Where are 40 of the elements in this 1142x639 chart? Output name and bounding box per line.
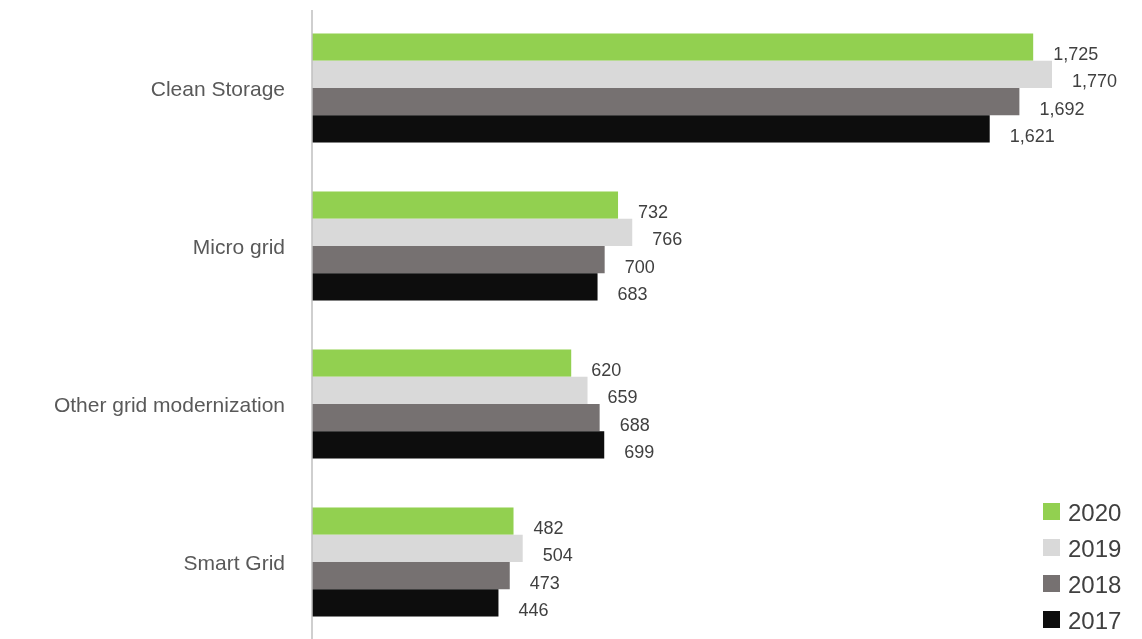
legend-label: 2017	[1068, 607, 1122, 634]
y-tick-label: Micro grid	[192, 235, 285, 258]
bar	[312, 115, 990, 143]
bar	[312, 404, 600, 432]
data-label: 659	[607, 387, 638, 408]
y-tick-label: Other grid modernization	[53, 393, 285, 416]
data-label: 473	[529, 572, 560, 593]
bar	[312, 273, 598, 301]
data-label: 446	[518, 599, 549, 620]
data-label: 683	[617, 283, 648, 304]
y-tick-label: Clean Storage	[150, 77, 285, 100]
bar	[312, 534, 523, 562]
data-label: 699	[624, 441, 655, 462]
data-label: 732	[638, 202, 669, 223]
bar	[312, 60, 1052, 88]
bar	[312, 376, 588, 404]
bar	[312, 246, 605, 274]
data-label: 700	[624, 256, 655, 277]
data-label: 688	[619, 414, 650, 435]
legend-label: 2018	[1068, 571, 1122, 598]
data-label: 1,725	[1053, 44, 1099, 65]
bar	[312, 33, 1034, 61]
data-label: 1,621	[1009, 125, 1055, 146]
data-label: 504	[542, 545, 573, 566]
data-label: 482	[533, 518, 564, 539]
data-label: 1,770	[1072, 71, 1118, 92]
bar	[312, 218, 633, 246]
y-tick-label: Smart Grid	[183, 551, 285, 574]
bar	[312, 562, 510, 590]
bar	[312, 431, 605, 459]
bar	[312, 349, 572, 377]
data-label: 766	[652, 229, 683, 250]
bar	[312, 191, 619, 219]
legend-label: 2020	[1068, 499, 1122, 526]
data-label: 620	[591, 360, 622, 381]
bar	[312, 507, 514, 535]
legend-label: 2019	[1068, 535, 1122, 562]
data-label: 1,692	[1039, 98, 1085, 119]
bar	[312, 589, 499, 617]
bar	[312, 88, 1020, 116]
